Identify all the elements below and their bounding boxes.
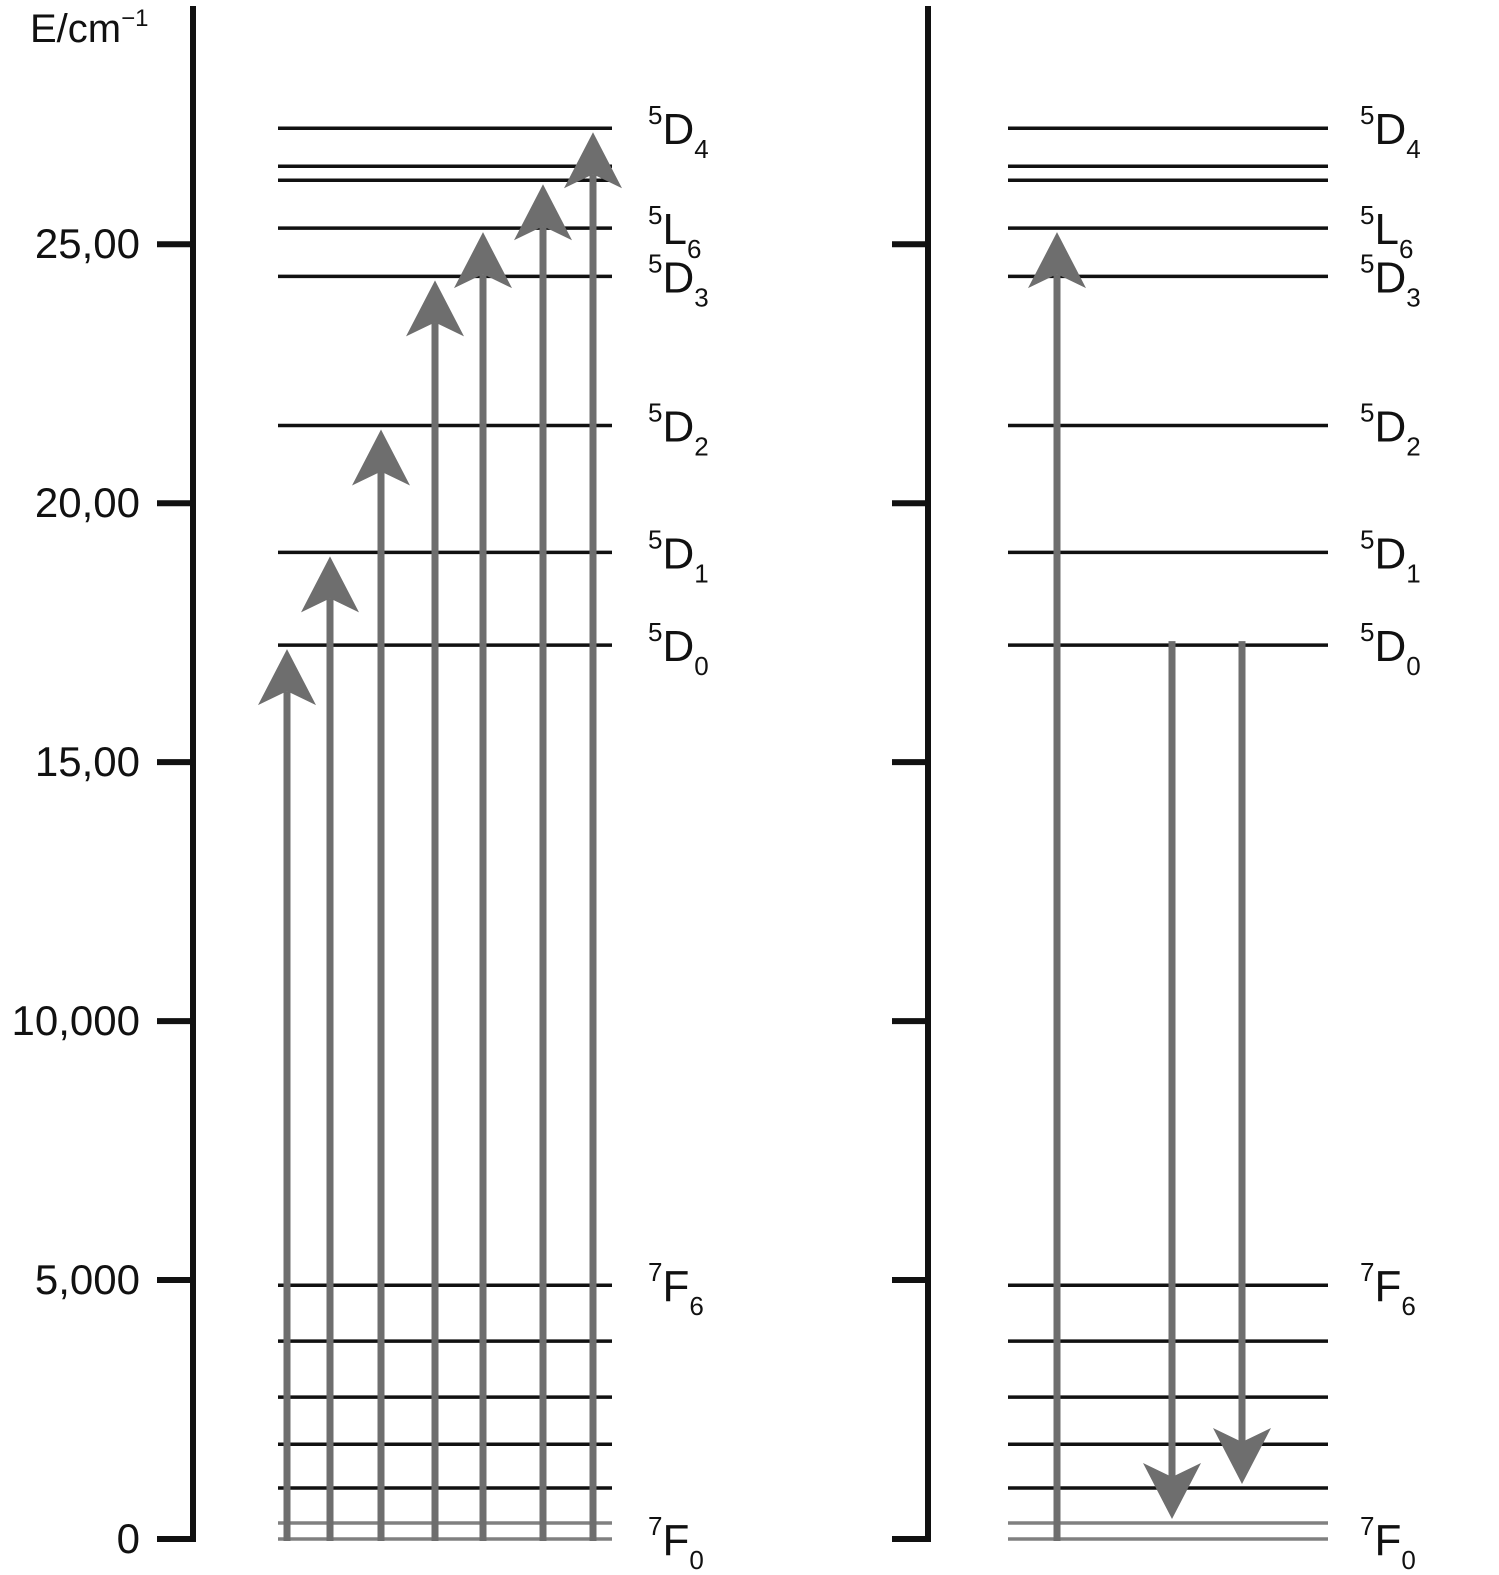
level-multiplicity: 7 (648, 1257, 662, 1287)
level-j: 4 (694, 134, 708, 164)
level-multiplicity: 5 (1360, 248, 1374, 278)
level-multiplicity: 7 (648, 1511, 662, 1541)
level-multiplicity: 5 (1360, 524, 1374, 554)
y-tick-label: 0 (117, 1515, 140, 1562)
level-label: 5D4 (648, 100, 709, 164)
level-label: 7F6 (648, 1257, 704, 1321)
level-label: 5D1 (1360, 524, 1421, 588)
level-term: L (662, 205, 686, 254)
transition-head (1143, 1462, 1201, 1519)
level-term: F (1374, 1516, 1401, 1565)
level-label: 5D1 (648, 524, 709, 588)
level-j: 3 (1406, 282, 1420, 312)
level-term: F (662, 1516, 689, 1565)
level-term: D (1374, 529, 1406, 578)
level-label: 5D4 (1360, 100, 1421, 164)
level-j: 0 (694, 651, 708, 681)
level-j: 1 (1406, 558, 1420, 588)
level-label: 5D3 (648, 248, 709, 312)
level-term: D (662, 105, 694, 154)
level-label: 7F6 (1360, 1257, 1416, 1321)
y-tick-label: 15,00 (35, 738, 140, 785)
level-j: 6 (687, 234, 701, 264)
transition-head (301, 556, 359, 613)
y-tick-label: 20,00 (35, 479, 140, 526)
transition-head (514, 184, 572, 241)
level-j: 6 (1399, 234, 1413, 264)
axis-label: E/cm−1 (30, 5, 149, 51)
level-multiplicity: 5 (1360, 100, 1374, 130)
level-multiplicity: 5 (648, 200, 662, 230)
level-multiplicity: 7 (1360, 1257, 1374, 1287)
transition-head (352, 429, 410, 486)
transition-head (1028, 232, 1086, 289)
level-j: 4 (1406, 134, 1420, 164)
level-term: D (662, 403, 694, 452)
transition-head (1213, 1427, 1271, 1484)
level-term: D (662, 529, 694, 578)
level-label: 5L6 (648, 200, 701, 264)
axis-label-text: E/cm (30, 7, 121, 51)
level-j: 2 (694, 432, 708, 462)
level-j: 6 (1401, 1291, 1415, 1321)
axis-label-sup: −1 (121, 5, 148, 32)
level-term: D (662, 253, 694, 302)
level-label: 5D0 (648, 617, 709, 681)
level-j: 0 (689, 1545, 703, 1575)
level-multiplicity: 5 (1360, 398, 1374, 428)
level-label: 5D2 (1360, 398, 1421, 462)
level-j: 6 (689, 1291, 703, 1321)
level-label: 7F0 (1360, 1511, 1416, 1575)
level-multiplicity: 7 (1360, 1511, 1374, 1541)
level-j: 3 (694, 282, 708, 312)
y-tick-label: 10,000 (12, 997, 140, 1044)
level-j: 0 (1401, 1545, 1415, 1575)
transition-head (564, 132, 622, 189)
level-multiplicity: 5 (648, 617, 662, 647)
level-term: D (1374, 403, 1406, 452)
level-label: 5L6 (1360, 200, 1413, 264)
level-multiplicity: 5 (648, 524, 662, 554)
level-term: D (1374, 105, 1406, 154)
level-j: 0 (1406, 651, 1420, 681)
level-label: 5D0 (1360, 617, 1421, 681)
level-multiplicity: 5 (1360, 200, 1374, 230)
level-term: D (1374, 622, 1406, 671)
y-tick-label: 5,000 (35, 1256, 140, 1303)
level-label: 5D3 (1360, 248, 1421, 312)
transition-head (406, 280, 464, 337)
y-tick-label: 25,00 (35, 220, 140, 267)
level-label: 7F0 (648, 1511, 704, 1575)
level-term: F (662, 1262, 689, 1311)
transition-head (258, 649, 316, 706)
level-multiplicity: 5 (648, 398, 662, 428)
level-multiplicity: 5 (648, 248, 662, 278)
level-j: 1 (694, 558, 708, 588)
level-term: F (1374, 1262, 1401, 1311)
level-term: D (1374, 253, 1406, 302)
level-label: 5D2 (648, 398, 709, 462)
level-term: D (662, 622, 694, 671)
level-multiplicity: 5 (1360, 617, 1374, 647)
transition-head (454, 232, 512, 289)
level-j: 2 (1406, 432, 1420, 462)
level-term: L (1374, 205, 1398, 254)
level-multiplicity: 5 (648, 100, 662, 130)
